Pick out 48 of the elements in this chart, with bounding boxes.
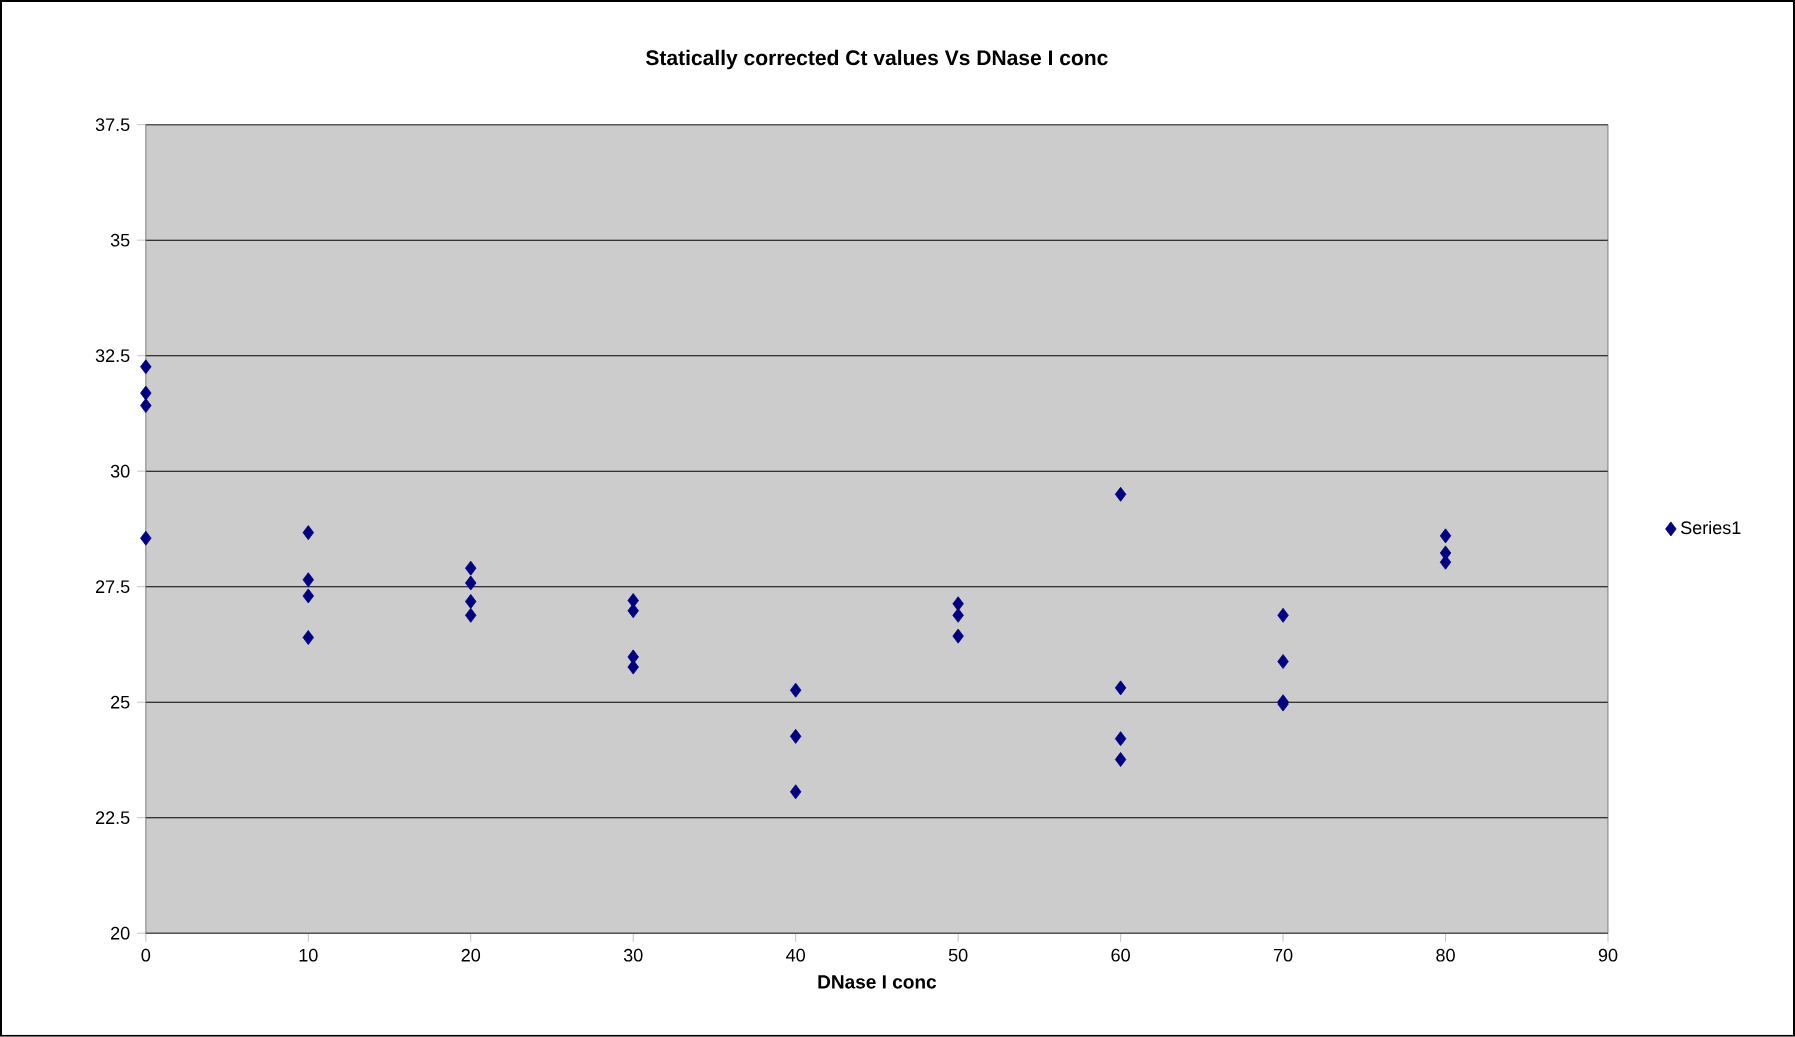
x-tick-label: 40 xyxy=(786,948,805,962)
point xyxy=(302,630,314,646)
point xyxy=(789,729,802,744)
x-tick-label: 0 xyxy=(141,948,151,962)
point xyxy=(1277,654,1289,670)
x-tick-label: 70 xyxy=(1273,948,1293,962)
point xyxy=(952,607,964,623)
y-tick-label: 32.5 xyxy=(95,349,130,363)
chart-title: Statically corrected Ct values Vs DNase I conc xyxy=(645,49,1108,70)
x-tick-label: 20 xyxy=(461,948,481,962)
point xyxy=(1439,528,1452,544)
legend-label: Series1 xyxy=(1680,520,1741,535)
y-tick-label: 20 xyxy=(111,926,130,940)
y-tick-label: 30 xyxy=(110,464,130,478)
x-tick-label: 10 xyxy=(299,948,318,962)
x-tick-label: 60 xyxy=(1111,948,1130,962)
point xyxy=(627,603,639,619)
point xyxy=(789,784,802,800)
y-tick-label: 25 xyxy=(111,695,130,709)
x-axis-title: DNase I conc xyxy=(818,975,937,989)
x-tick-label: 50 xyxy=(948,948,968,962)
y-tick-label: 27.5 xyxy=(96,580,130,594)
point xyxy=(302,525,314,541)
y-tick-label: 22.5 xyxy=(96,811,130,825)
point xyxy=(302,588,314,604)
y-tick-label: 35 xyxy=(110,233,130,247)
point xyxy=(1114,731,1127,747)
point xyxy=(789,682,802,698)
x-tick-label: 80 xyxy=(1436,948,1455,962)
point xyxy=(302,572,314,588)
point xyxy=(1114,752,1127,768)
point xyxy=(140,359,152,375)
point xyxy=(140,398,152,414)
point xyxy=(1114,680,1127,696)
point xyxy=(1114,486,1127,502)
point xyxy=(952,628,964,644)
point xyxy=(627,659,639,675)
x-tick-label: 30 xyxy=(623,948,643,962)
point xyxy=(465,560,477,576)
point xyxy=(465,575,477,591)
point xyxy=(952,596,964,612)
point xyxy=(140,385,152,401)
y-tick-label: 37.5 xyxy=(95,118,130,132)
x-tick-label: 90 xyxy=(1598,948,1618,962)
point xyxy=(465,594,477,610)
point xyxy=(465,607,477,623)
point xyxy=(140,530,152,546)
point xyxy=(1277,607,1289,623)
